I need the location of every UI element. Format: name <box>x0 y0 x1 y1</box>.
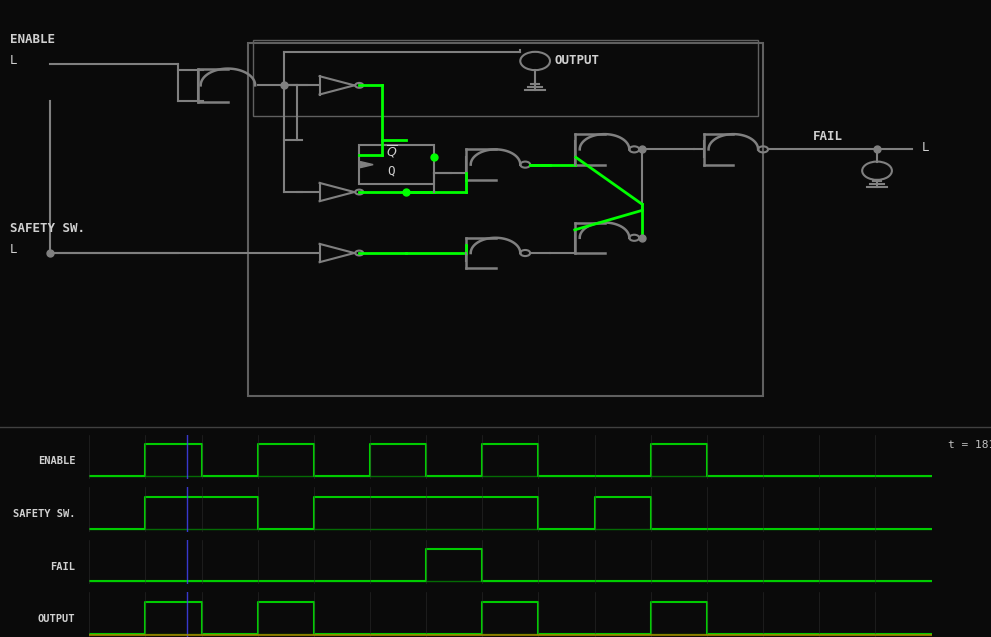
Text: SAFETY SW.: SAFETY SW. <box>13 509 75 519</box>
Polygon shape <box>361 162 374 168</box>
Text: OUTPUT: OUTPUT <box>555 54 600 67</box>
FancyBboxPatch shape <box>248 43 763 396</box>
Text: ENABLE: ENABLE <box>10 32 55 46</box>
Text: L: L <box>10 243 18 256</box>
Text: OUTPUT: OUTPUT <box>38 614 75 624</box>
Text: t = 181.13 ms: t = 181.13 ms <box>948 440 991 450</box>
Text: FAIL: FAIL <box>813 130 842 143</box>
Text: L: L <box>922 141 930 154</box>
Text: FAIL: FAIL <box>51 562 75 571</box>
Text: $\overline{Q}$: $\overline{Q}$ <box>385 144 397 161</box>
Text: ENABLE: ENABLE <box>38 457 75 466</box>
Text: L: L <box>10 54 18 67</box>
FancyBboxPatch shape <box>359 145 434 185</box>
Text: SAFETY SW.: SAFETY SW. <box>10 222 85 234</box>
Text: Q: Q <box>387 165 395 178</box>
